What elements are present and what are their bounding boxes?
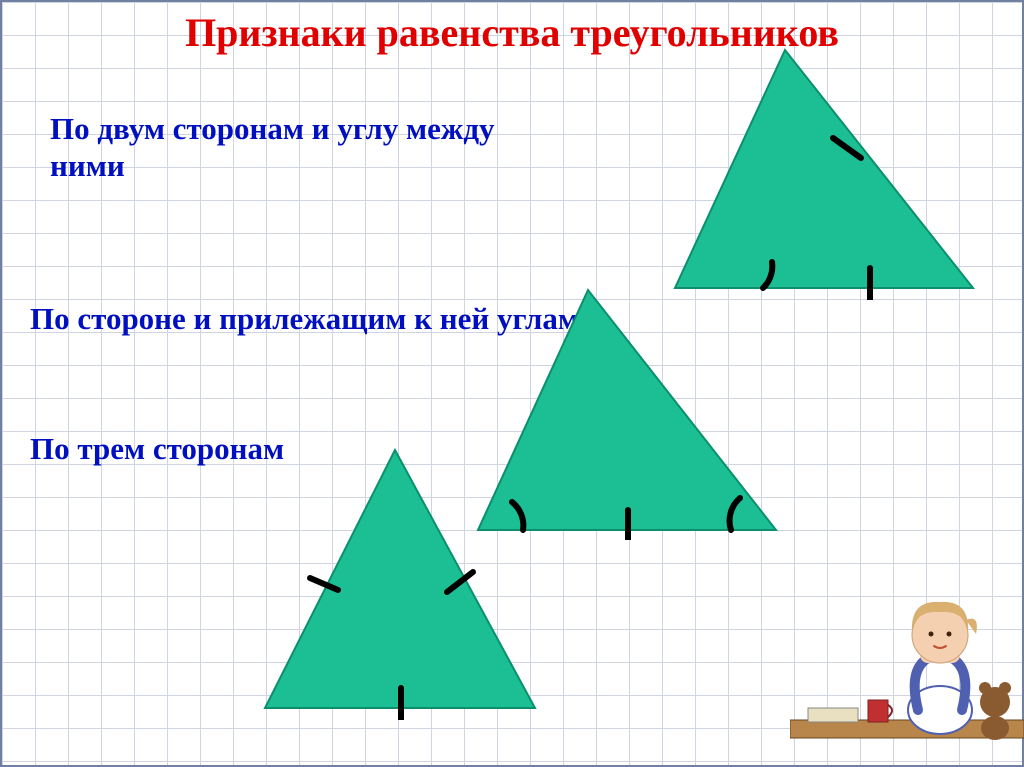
criterion-1: По двум сторонам и углу между ними — [50, 110, 570, 184]
child-at-desk-decoration — [790, 560, 1024, 767]
triangle-1 — [665, 40, 985, 300]
triangle-3 — [255, 440, 545, 720]
